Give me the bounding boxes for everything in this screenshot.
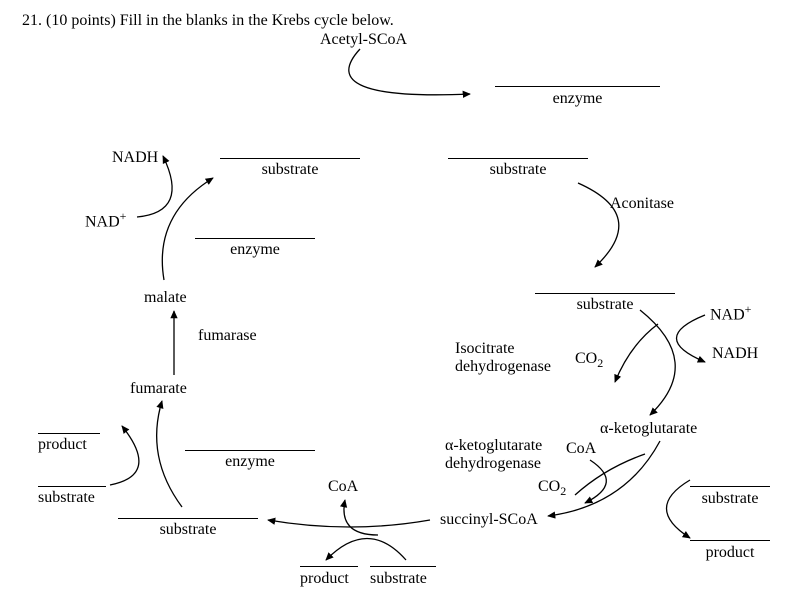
q-points: (10 points) — [46, 12, 116, 29]
malate-to-oaa-arrow — [150, 170, 230, 290]
coa-leaving-label: CoA — [328, 478, 358, 496]
blank-substrate-top-left[interactable] — [220, 158, 360, 159]
product-akgdh-label: product — [690, 544, 770, 562]
substrate-top-left-label: substrate — [220, 161, 360, 179]
blank-substrate-lowerleft-cof[interactable] — [38, 486, 106, 487]
blank-product-lowerleft[interactable] — [38, 433, 100, 434]
malate-label: malate — [144, 289, 187, 307]
question-line: 21. (10 points) Fill in the blanks in th… — [22, 12, 394, 30]
nadplus-topleft: NAD+ — [85, 210, 126, 231]
aconitase-arrow — [560, 175, 680, 275]
blank-enzyme-top[interactable] — [495, 86, 660, 87]
substrate-lowerleft-cof-label: substrate — [38, 489, 95, 507]
akg-label: α-ketoglutarate — [600, 420, 697, 438]
blank-substrate-top-right[interactable] — [448, 158, 588, 159]
blank-product-bottom[interactable] — [300, 566, 358, 567]
blank-substrate-right[interactable] — [535, 293, 675, 294]
blank-substrate-bottom[interactable] — [370, 566, 436, 567]
fumarase-label: fumarase — [198, 327, 257, 345]
succinyl-label: succinyl-SCoA — [440, 511, 538, 529]
substrate-succinate-label: substrate — [118, 521, 258, 539]
enzyme-top-label: enzyme — [495, 90, 660, 108]
co2-isodh-arrow — [600, 320, 680, 390]
acetyl-entry-arrow — [300, 46, 480, 106]
substrate-bottom-label: substrate — [370, 570, 427, 588]
co2-isodh: CO2 — [575, 350, 603, 370]
succinate-to-fumarate-arrow — [140, 395, 210, 515]
akgdh-label: α-ketoglutarate dehydrogenase — [445, 437, 542, 472]
q-number: 21. — [22, 12, 42, 29]
product-lowerleft-label: product — [38, 436, 87, 454]
q-text: Fill in the blanks in the Krebs cycle be… — [120, 12, 394, 29]
isodh-label: Isocitrate dehydrogenase — [455, 340, 551, 375]
gdp-gtp-arrow — [320, 525, 415, 565]
product-bottom-label: product — [300, 570, 349, 588]
nad-nadh-akgdh-arrow — [640, 470, 710, 545]
blank-substrate-succinate[interactable] — [118, 518, 258, 519]
fumarate-to-malate-arrow — [164, 305, 184, 380]
